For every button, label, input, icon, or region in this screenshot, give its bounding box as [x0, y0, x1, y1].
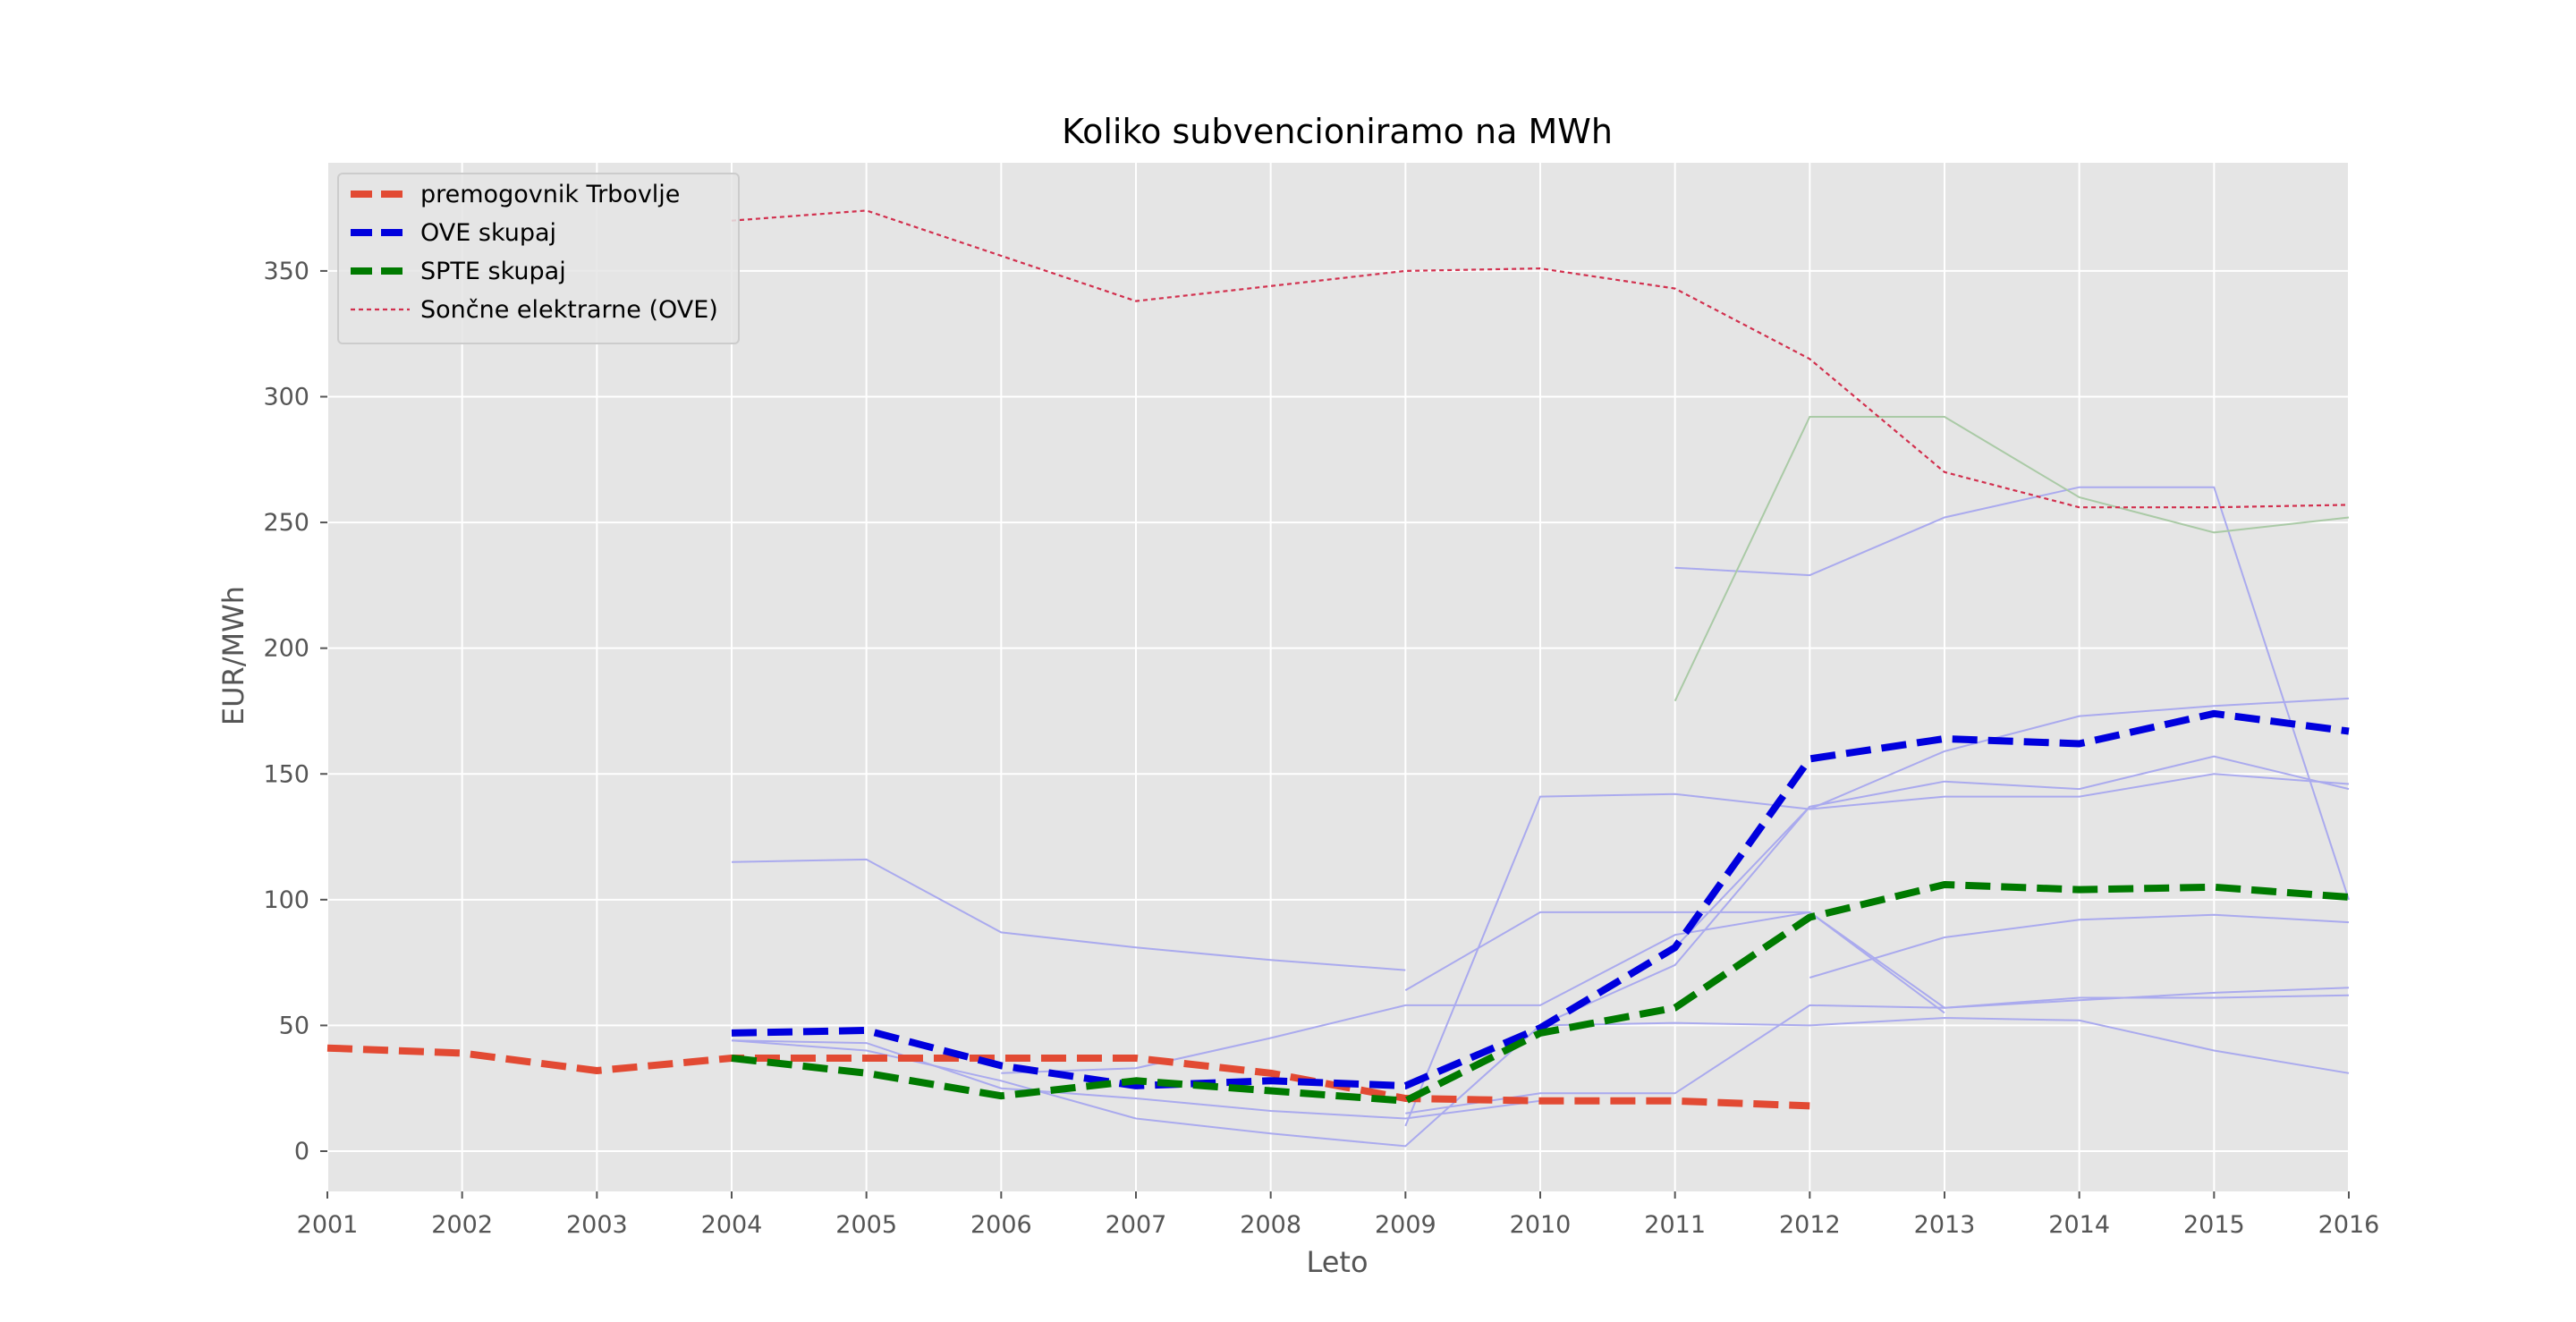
x-tick-label: 2005 [835, 1211, 897, 1239]
x-tick-label: 2011 [1644, 1211, 1706, 1239]
background-series [731, 416, 2350, 1148]
background-series-line [1539, 1016, 2350, 1074]
x-axis-label: Leto [1306, 1245, 1368, 1279]
y-tick-label: 150 [263, 760, 309, 788]
background-series-line [1809, 697, 2350, 810]
background-series-line [1809, 913, 2350, 979]
background-series-line [1404, 773, 2350, 1127]
x-tick-label: 2012 [1779, 1211, 1841, 1239]
x-tick-label: 2015 [2183, 1211, 2245, 1239]
x-tick-label: 2002 [431, 1211, 493, 1239]
background-series-line [731, 858, 1406, 971]
x-tick-label: 2014 [2048, 1211, 2110, 1239]
x-tick-label: 2004 [701, 1211, 763, 1239]
main-series [326, 209, 2350, 1110]
series-line-0 [326, 1044, 1810, 1110]
series-line-3 [731, 209, 2350, 509]
background-series-line [1404, 911, 2350, 1009]
legend: premogovnik Trbovlje OVE skupaj SPTE skupa… [337, 173, 740, 344]
legend-box [337, 173, 740, 344]
background-series-line [1674, 416, 2350, 702]
y-tick-label: 350 [263, 258, 309, 285]
legend-label: Sončne elektrarne (OVE) [420, 296, 718, 324]
y-tick-label: 0 [294, 1138, 309, 1165]
x-tick-label: 2003 [566, 1211, 628, 1239]
legend-label: premogovnik Trbovlje [420, 181, 680, 208]
grid-lines [326, 163, 2350, 1191]
y-axis-ticks: 0 50 100 150 200 250 300 350 [263, 258, 327, 1165]
x-tick-label: 2010 [1510, 1211, 1572, 1239]
background-series-line [731, 1039, 1541, 1120]
background-series-line [1674, 486, 2350, 901]
x-tick-label: 2016 [2318, 1211, 2380, 1239]
y-tick-label: 200 [263, 635, 309, 663]
y-tick-label: 100 [263, 886, 309, 914]
x-tick-label: 2007 [1106, 1211, 1167, 1239]
y-tick-label: 250 [263, 509, 309, 537]
y-axis-label: EUR/MWh [216, 586, 250, 725]
legend-label: OVE skupaj [420, 219, 556, 247]
x-tick-label: 2013 [1914, 1211, 1976, 1239]
series-line-1 [731, 709, 2350, 1089]
x-tick-label: 2001 [297, 1211, 359, 1239]
x-tick-label: 2008 [1240, 1211, 1301, 1239]
y-tick-label: 300 [263, 383, 309, 411]
x-tick-label: 2009 [1375, 1211, 1436, 1239]
chart-title: Koliko subvencioniramo na MWh [1062, 112, 1613, 151]
x-axis-ticks: 2001 2002 2003 2004 2005 2006 2007 2008 2009 2010… [297, 1191, 2380, 1239]
background-series-line [1405, 987, 2350, 1114]
x-tick-label: 2006 [970, 1211, 1032, 1239]
background-series-line [1674, 755, 2350, 948]
legend-label: SPTE skupaj [420, 258, 566, 285]
y-tick-label: 50 [279, 1012, 309, 1039]
series-line-2 [731, 881, 2350, 1105]
